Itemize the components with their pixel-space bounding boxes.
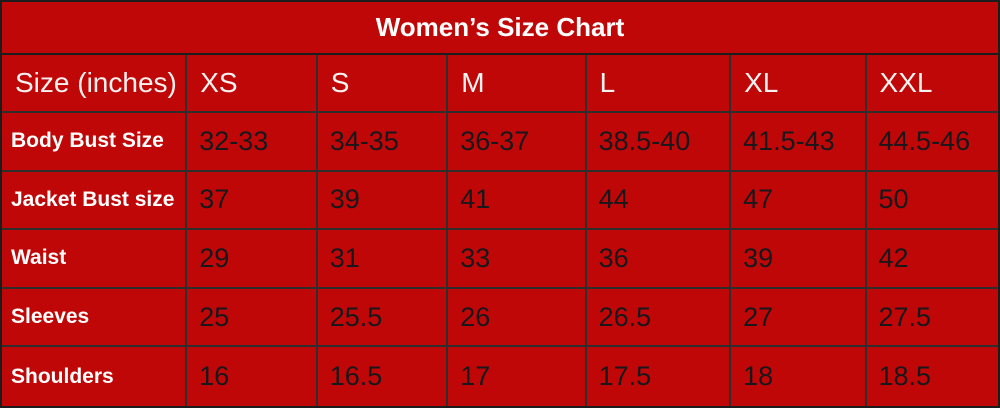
table-cell: 44.5-46: [866, 113, 998, 172]
row-label-shoulders: Shoulders: [2, 347, 188, 406]
table-cell: 36-37: [448, 113, 587, 172]
table-cell: 44: [586, 171, 732, 231]
column-header-xxl: XXL: [866, 55, 998, 113]
table-cell: 18: [731, 347, 867, 406]
table-cell: 17.5: [587, 347, 732, 406]
table-cell: 42: [866, 230, 998, 289]
table-cell: 29: [187, 230, 318, 289]
table-cell: 18.5: [878, 361, 932, 392]
table-cell: 41: [448, 171, 587, 231]
table-title: Women’s Size Chart: [2, 2, 998, 55]
column-header-size-inches: Size (inches): [2, 55, 188, 113]
table-cell: 27.5: [866, 289, 998, 348]
table-cell: 37: [187, 171, 318, 231]
table-cell: 16: [187, 347, 318, 406]
table-cell: 50: [866, 172, 998, 231]
row-label-waist: Waist: [2, 230, 188, 289]
table-cell: 39: [317, 171, 449, 231]
table-cell: 17: [448, 347, 587, 406]
column-header-xs: XS: [187, 55, 318, 113]
column-header-l: L: [586, 55, 732, 113]
row-label-jacket-bust-size: Jacket Bust size: [2, 171, 188, 231]
table-cell: 32-33: [187, 113, 318, 172]
column-header-xl: XL: [731, 55, 867, 113]
table-cell: 25: [187, 288, 318, 348]
table-cell: 47: [731, 171, 867, 231]
table-cell: 38.5-40: [586, 113, 732, 172]
table-cell: 26: [448, 288, 587, 348]
table-cell: 26.5: [586, 288, 732, 348]
table-cell: 39: [731, 230, 867, 289]
column-header-m: M: [448, 55, 587, 113]
row-label-sleeves: Sleeves: [2, 288, 188, 348]
table-cell: 34-35: [317, 113, 449, 172]
table-cell: 27: [731, 288, 867, 348]
table-cell: 16.5: [318, 347, 449, 406]
table-cell: 41.5-43: [731, 113, 867, 172]
row-label-body-bust-size: Body Bust Size: [2, 113, 188, 172]
table-cell: 31: [317, 230, 449, 289]
table-cell: 25.5: [317, 288, 449, 348]
table-cell: 36: [586, 230, 732, 289]
column-header-s: S: [317, 55, 449, 113]
table-cell: 33: [448, 230, 587, 289]
